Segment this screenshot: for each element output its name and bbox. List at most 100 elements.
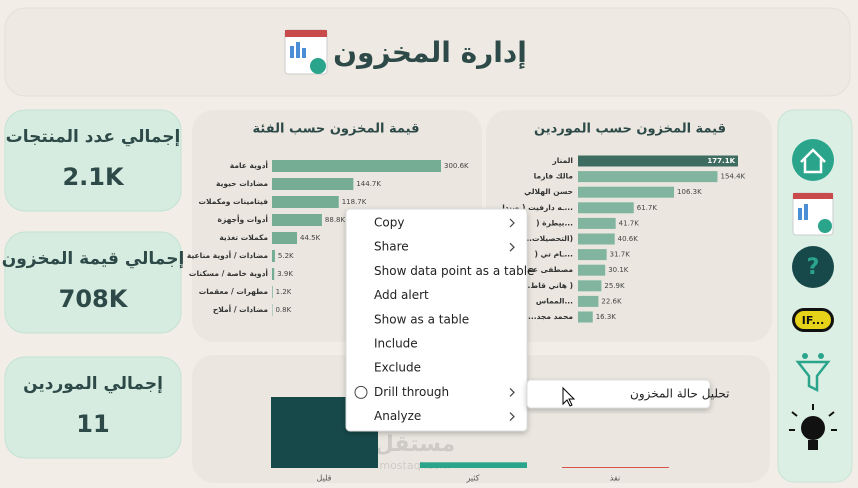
bar bbox=[578, 217, 616, 229]
value-label: 30.1K bbox=[608, 266, 629, 274]
category-label: حسن الهلالي bbox=[524, 187, 573, 196]
bar bbox=[272, 286, 273, 298]
header-title: إدارة المخزون bbox=[333, 36, 527, 70]
bar bbox=[578, 295, 599, 307]
category-label: مطهرات / معقمات bbox=[199, 287, 269, 296]
menu-box bbox=[345, 208, 528, 432]
value-label: 3.9K bbox=[277, 270, 293, 278]
value-label: 41.7K bbox=[619, 219, 640, 227]
menu-item[interactable]: Exclude bbox=[374, 361, 421, 375]
menu-item[interactable]: Include bbox=[374, 337, 418, 351]
menu-item[interactable]: Analyze bbox=[374, 409, 515, 423]
x-tick-label: نفذ bbox=[610, 474, 620, 483]
chart-title: قيمة المخزون حسب الموردين bbox=[534, 122, 726, 137]
category-label: أدوية خاصة / مسكنات bbox=[189, 268, 268, 278]
value-label: 5.2K bbox=[278, 252, 294, 260]
idea-button[interactable] bbox=[789, 404, 837, 450]
menu-item[interactable]: Show as a table bbox=[374, 312, 469, 326]
context-menu: Copy Share Show data point as a table Add a… bbox=[345, 208, 534, 432]
bar bbox=[420, 462, 527, 468]
category-label: ...ـه دارفيت ( صيدلـ bbox=[498, 203, 573, 212]
bar bbox=[272, 268, 275, 280]
submenu-arrow bbox=[509, 387, 515, 397]
watermark-url: mostaql.com bbox=[379, 459, 450, 472]
bar bbox=[578, 311, 593, 323]
value-label: 177.1K bbox=[707, 157, 735, 165]
value-label: 16.3K bbox=[596, 313, 617, 321]
kpi-label: إجمالي الموردين bbox=[23, 374, 163, 394]
header-icon bbox=[284, 29, 328, 75]
header-panel bbox=[4, 7, 851, 97]
bar bbox=[578, 186, 675, 198]
value-label: 118.7K bbox=[342, 198, 367, 206]
value-label: 154.4K bbox=[720, 173, 745, 181]
bar bbox=[578, 264, 606, 276]
value-label: 88.8K bbox=[325, 216, 346, 224]
submenu-arrow bbox=[509, 412, 515, 422]
dashboard-button[interactable] bbox=[792, 192, 834, 236]
bar bbox=[578, 155, 738, 167]
menu-item-label: Analyze bbox=[374, 409, 421, 423]
category-label: مضادات / أملاح bbox=[213, 304, 268, 314]
category-label: أدوية عامة bbox=[230, 160, 268, 170]
menu-item[interactable]: Drill through bbox=[354, 385, 515, 399]
kpi-value: 708K bbox=[59, 285, 129, 313]
menu-item-label: Show as a table bbox=[374, 312, 469, 326]
category-label: أدوات وأجهزة bbox=[218, 214, 268, 224]
value-label: 22.6K bbox=[601, 297, 622, 305]
category-label: ...المماس bbox=[536, 296, 573, 305]
value-label: 0.8K bbox=[275, 306, 291, 314]
bar bbox=[578, 202, 634, 214]
category-label: مالك فارما bbox=[534, 172, 574, 181]
home-button[interactable] bbox=[792, 139, 834, 181]
filter-button[interactable] bbox=[795, 353, 831, 393]
value-label: 31.7K bbox=[610, 251, 631, 259]
watermark: مستقل mostaql.com bbox=[375, 432, 455, 472]
value-label: 61.7K bbox=[637, 204, 658, 212]
kpi-label: إجمالي قيمة المخزون bbox=[2, 249, 185, 269]
supplier-chart-panel bbox=[486, 110, 772, 342]
value-label: 1.2K bbox=[276, 288, 292, 296]
category-label: المنار bbox=[551, 156, 573, 165]
menu-item-label: Copy bbox=[374, 216, 404, 230]
category-label: فيتامينات ومكملات bbox=[198, 197, 268, 206]
menu-item[interactable]: Share bbox=[374, 240, 515, 254]
menu-item-label: Exclude bbox=[374, 361, 421, 375]
submenu-box bbox=[526, 379, 711, 409]
bar bbox=[272, 178, 354, 190]
bar bbox=[272, 196, 339, 208]
value-label: 300.6K bbox=[444, 162, 469, 170]
value-label: 44.5K bbox=[300, 234, 321, 242]
bar bbox=[272, 160, 441, 172]
category-label: مصطفى عمر bbox=[522, 265, 573, 274]
menu-item[interactable]: Copy bbox=[374, 216, 515, 230]
category-label: ( هاني قاط... bbox=[522, 281, 573, 290]
if-button[interactable]: IF... bbox=[792, 308, 834, 332]
bar bbox=[272, 250, 275, 262]
menu-item-label: Share bbox=[374, 240, 409, 254]
menu-item[interactable]: Add alert bbox=[374, 288, 429, 302]
kpi-card bbox=[4, 109, 182, 212]
menu-item[interactable]: Show data point as a table bbox=[374, 264, 534, 278]
submenu-arrow bbox=[509, 242, 515, 252]
cursor bbox=[562, 386, 576, 407]
help-button[interactable]: ? bbox=[792, 246, 834, 288]
menu-item-label: Include bbox=[374, 337, 418, 351]
submenu-item[interactable]: تحليل حالة المخزون bbox=[630, 387, 729, 402]
watermark-name: مستقل bbox=[375, 432, 455, 457]
category-label: (التحصيلات... bbox=[523, 234, 573, 243]
bar bbox=[272, 214, 322, 226]
value-label: 106.3K bbox=[677, 188, 702, 196]
category-label: محمد مجد... bbox=[528, 312, 573, 321]
value-label: 144.7K bbox=[356, 180, 381, 188]
x-tick-label: قليل bbox=[317, 474, 332, 483]
if-label: IF... bbox=[802, 314, 825, 327]
bar bbox=[272, 232, 298, 244]
kpi-label: إجمالي عدد المنتجات bbox=[6, 127, 181, 147]
drill-icon bbox=[354, 385, 368, 399]
value-label: 40.6K bbox=[618, 235, 639, 243]
x-tick-label: كثير bbox=[465, 474, 479, 483]
bar bbox=[578, 249, 607, 261]
